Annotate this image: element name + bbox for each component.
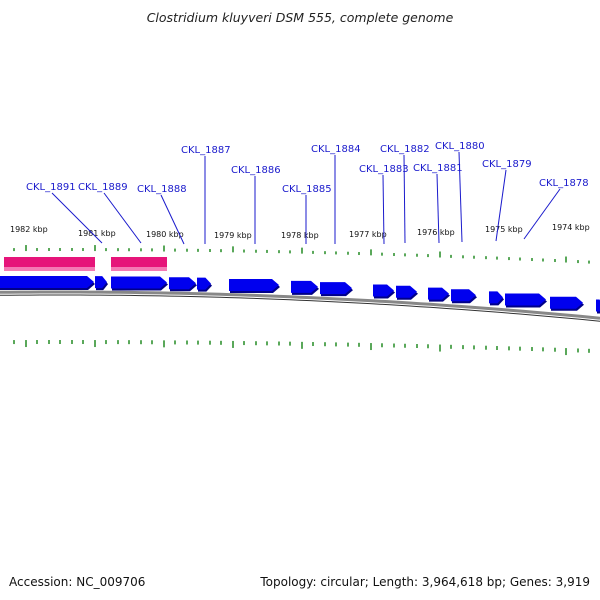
gene-label[interactable]: CKL_1882 xyxy=(380,144,430,155)
gene-label[interactable]: CKL_1880 xyxy=(435,141,485,152)
gene-labels: CKL_1891 CKL_1889 CKL_1888 CKL_1887CKL_1886… xyxy=(26,141,589,195)
kbp-label: 1978 kbp xyxy=(281,231,319,240)
feature-bar xyxy=(111,257,167,267)
kbp-label: 1982 kbp xyxy=(10,225,48,234)
gene-label-connector xyxy=(495,169,507,242)
gene-label-connector xyxy=(51,192,103,244)
gene-label[interactable]: CKL_1887 xyxy=(181,145,231,156)
accession-text: Accession: NC_009706 xyxy=(9,575,145,589)
feature-track xyxy=(4,257,167,271)
kbp-label: 1977 kbp xyxy=(349,230,387,239)
gene-label-connector xyxy=(458,151,463,243)
gene-label[interactable]: CKL_1889 xyxy=(78,182,128,193)
gene-label[interactable]: CKL_1891 xyxy=(26,182,76,193)
backbone-shadow-line xyxy=(0,294,600,322)
gene-track xyxy=(0,276,600,314)
kbp-label: 1976 kbp xyxy=(417,228,455,237)
feature-bar xyxy=(4,257,95,267)
kbp-label: 1980 kbp xyxy=(146,230,184,239)
gene-label[interactable]: CKL_1883 xyxy=(359,164,409,175)
gene-arrow[interactable] xyxy=(291,280,318,293)
gene-arrow[interactable] xyxy=(95,276,107,289)
gene-label[interactable]: CKL_1878 xyxy=(539,178,589,189)
gene-arrow[interactable] xyxy=(396,285,417,298)
gene-arrow[interactable] xyxy=(596,299,600,312)
gene-label-connector xyxy=(160,194,185,245)
gene-label[interactable]: CKL_1881 xyxy=(413,163,463,174)
gene-arrow[interactable] xyxy=(197,277,211,290)
kbp-ticks-inner xyxy=(13,340,590,356)
gene-label[interactable]: CKL_1888 xyxy=(137,184,187,195)
feature-bar-shadow xyxy=(111,267,167,271)
genome-summary-text: Topology: circular; Length: 3,964,618 bp… xyxy=(259,575,590,589)
gene-arrow[interactable] xyxy=(373,284,394,297)
gene-arrow[interactable] xyxy=(0,276,94,289)
gene-label-connector xyxy=(382,174,385,245)
gene-arrow[interactable] xyxy=(320,282,352,295)
gene-arrow[interactable] xyxy=(451,289,476,302)
gene-label[interactable]: CKL_1885 xyxy=(282,184,332,195)
kbp-label: 1974 kbp xyxy=(552,223,590,232)
gene-label[interactable]: CKL_1884 xyxy=(311,144,361,155)
gene-label[interactable]: CKL_1879 xyxy=(482,159,532,170)
gene-arrow[interactable] xyxy=(550,296,583,309)
kbp-scale-labels: 1982 kbp 1981 kbp 1980 kbp 1979 kbp 1978 kbp… xyxy=(10,223,590,240)
gene-label[interactable]: CKL_1886 xyxy=(231,165,281,176)
gene-label-connector xyxy=(523,188,561,240)
gene-arrow[interactable] xyxy=(229,279,279,292)
gene-arrow[interactable] xyxy=(428,287,449,300)
gene-arrow[interactable] xyxy=(169,277,196,290)
backbone-line xyxy=(0,290,600,320)
gene-arrow[interactable] xyxy=(489,291,503,304)
gene-label-connector xyxy=(103,192,142,244)
feature-bar-shadow xyxy=(4,267,95,271)
gene-label-connector xyxy=(436,173,440,244)
gene-arrow[interactable] xyxy=(111,276,167,289)
kbp-ticks-outer xyxy=(13,245,590,264)
map-title: Clostridium kluyveri DSM 555, complete g… xyxy=(147,10,454,25)
genome-backbone xyxy=(0,290,600,322)
gene-label-connector xyxy=(403,154,406,244)
kbp-label: 1975 kbp xyxy=(485,225,523,234)
gene-label-connectors xyxy=(51,151,561,245)
kbp-label: 1981 kbp xyxy=(78,229,116,238)
gene-arrow[interactable] xyxy=(505,293,546,306)
kbp-label: 1979 kbp xyxy=(214,231,252,240)
